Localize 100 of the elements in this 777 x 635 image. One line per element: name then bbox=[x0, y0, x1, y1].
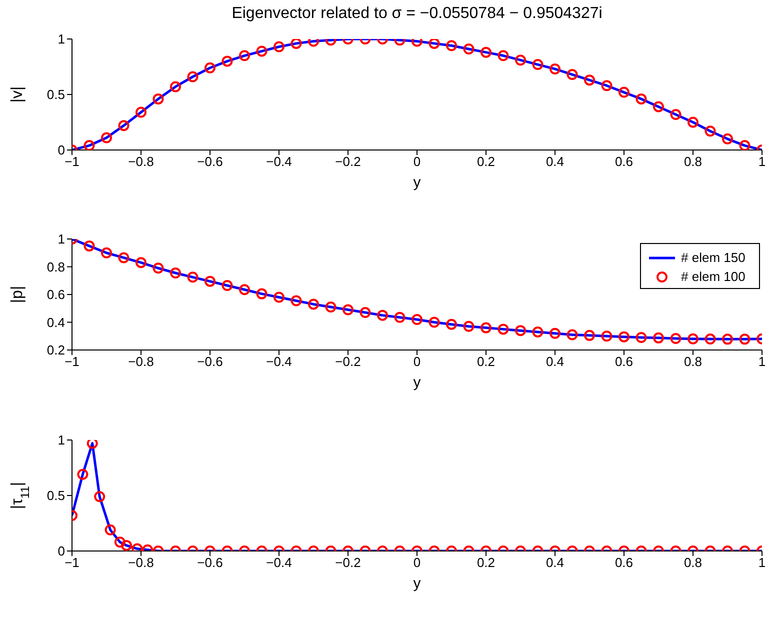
point bbox=[584, 74, 595, 86]
point bbox=[290, 39, 302, 49]
point bbox=[101, 247, 112, 258]
point bbox=[601, 80, 612, 92]
point bbox=[704, 126, 716, 137]
point bbox=[480, 46, 492, 58]
point bbox=[77, 468, 88, 480]
x-axis-title: y bbox=[413, 374, 422, 391]
x-tick-label: 0.6 bbox=[614, 354, 634, 370]
point bbox=[463, 320, 474, 332]
x-tick-label: −0.8 bbox=[128, 154, 154, 170]
x-tick-label: 0.4 bbox=[546, 555, 564, 570]
point bbox=[670, 332, 682, 344]
x-tick-label: −0.4 bbox=[266, 555, 292, 570]
point bbox=[618, 331, 630, 342]
point bbox=[84, 240, 95, 252]
point bbox=[239, 284, 250, 296]
y-axis-title: |p| bbox=[9, 286, 26, 304]
x-tick-label: −1 bbox=[64, 154, 80, 170]
x-axis-title: y bbox=[413, 575, 422, 592]
x-tick-label: 0.8 bbox=[684, 154, 702, 170]
x-tick-label: −0.2 bbox=[335, 354, 361, 370]
point bbox=[498, 324, 509, 335]
point bbox=[688, 116, 698, 128]
x-tick-label: −1 bbox=[64, 354, 80, 370]
y-tick-label: 0.6 bbox=[46, 287, 65, 302]
point bbox=[446, 40, 457, 52]
y-tick-label: 0 bbox=[58, 544, 65, 559]
x-tick-label: 0.4 bbox=[546, 154, 564, 170]
point bbox=[274, 41, 284, 52]
point bbox=[636, 93, 647, 104]
point bbox=[532, 326, 544, 338]
point bbox=[136, 106, 146, 118]
point bbox=[222, 280, 233, 291]
x-tick-label: −0.4 bbox=[266, 154, 292, 170]
x-tick-label: 0.4 bbox=[546, 354, 564, 370]
point bbox=[136, 257, 146, 268]
x-tick-label: 1 bbox=[758, 555, 766, 570]
point bbox=[566, 69, 578, 80]
y-axis-title: |v| bbox=[9, 86, 26, 103]
point bbox=[670, 108, 682, 120]
point bbox=[256, 46, 268, 57]
y-tick-label: 1 bbox=[58, 232, 65, 247]
point bbox=[550, 328, 560, 339]
x-tick-label: −0.6 bbox=[197, 555, 223, 570]
y-tick-label: 1 bbox=[58, 32, 65, 47]
legend-label: # elem 100 bbox=[681, 269, 746, 284]
legend-label: # elem 150 bbox=[681, 250, 746, 265]
x-tick-label: 0 bbox=[413, 154, 421, 170]
point bbox=[515, 325, 526, 336]
y-tick-label: 0.2 bbox=[46, 342, 65, 358]
point bbox=[94, 491, 106, 502]
point bbox=[739, 140, 750, 150]
point bbox=[256, 288, 268, 300]
point bbox=[152, 93, 164, 104]
x-tick-label: −1 bbox=[64, 555, 80, 570]
x-tick-label: 1 bbox=[758, 354, 766, 370]
point bbox=[550, 63, 560, 74]
point bbox=[412, 314, 422, 325]
x-tick-label: 0.2 bbox=[476, 555, 496, 570]
x-tick-label: −0.2 bbox=[335, 154, 361, 170]
point bbox=[394, 312, 406, 323]
point bbox=[636, 332, 647, 344]
point bbox=[498, 50, 509, 62]
point bbox=[170, 81, 181, 92]
point bbox=[342, 304, 354, 316]
point bbox=[515, 54, 526, 66]
point bbox=[170, 267, 181, 278]
point bbox=[118, 252, 130, 264]
point bbox=[118, 120, 130, 132]
y-tick-label: 0.5 bbox=[46, 87, 65, 102]
x-axis-title: y bbox=[413, 174, 422, 191]
point bbox=[653, 332, 664, 344]
point bbox=[239, 50, 250, 62]
point bbox=[618, 86, 630, 98]
point bbox=[290, 295, 302, 306]
point bbox=[532, 59, 544, 70]
point bbox=[722, 334, 733, 345]
x-tick-label: −0.4 bbox=[266, 354, 292, 370]
y-tick-label: 1 bbox=[58, 432, 65, 448]
point bbox=[187, 272, 198, 283]
y-tick-label: 0 bbox=[58, 142, 65, 158]
x-tick-label: 0.2 bbox=[476, 354, 496, 370]
x-tick-label: −0.8 bbox=[128, 555, 154, 570]
point bbox=[84, 140, 95, 150]
point bbox=[601, 330, 612, 342]
x-tick-label: 0.6 bbox=[614, 555, 634, 570]
point bbox=[204, 276, 216, 287]
point bbox=[325, 301, 336, 312]
chart-title: Eigenvector related to σ = −0.0550784 − 0.9504327i bbox=[232, 5, 602, 22]
x-tick-label: 0.8 bbox=[684, 555, 702, 570]
x-tick-label: −0.2 bbox=[335, 555, 361, 570]
point bbox=[360, 307, 371, 318]
point bbox=[86, 440, 98, 449]
point bbox=[566, 329, 578, 340]
point bbox=[722, 133, 733, 144]
point bbox=[704, 334, 716, 345]
x-tick-label: 0 bbox=[413, 354, 421, 370]
y-tick-label: 0.4 bbox=[46, 314, 65, 330]
point bbox=[480, 322, 492, 334]
